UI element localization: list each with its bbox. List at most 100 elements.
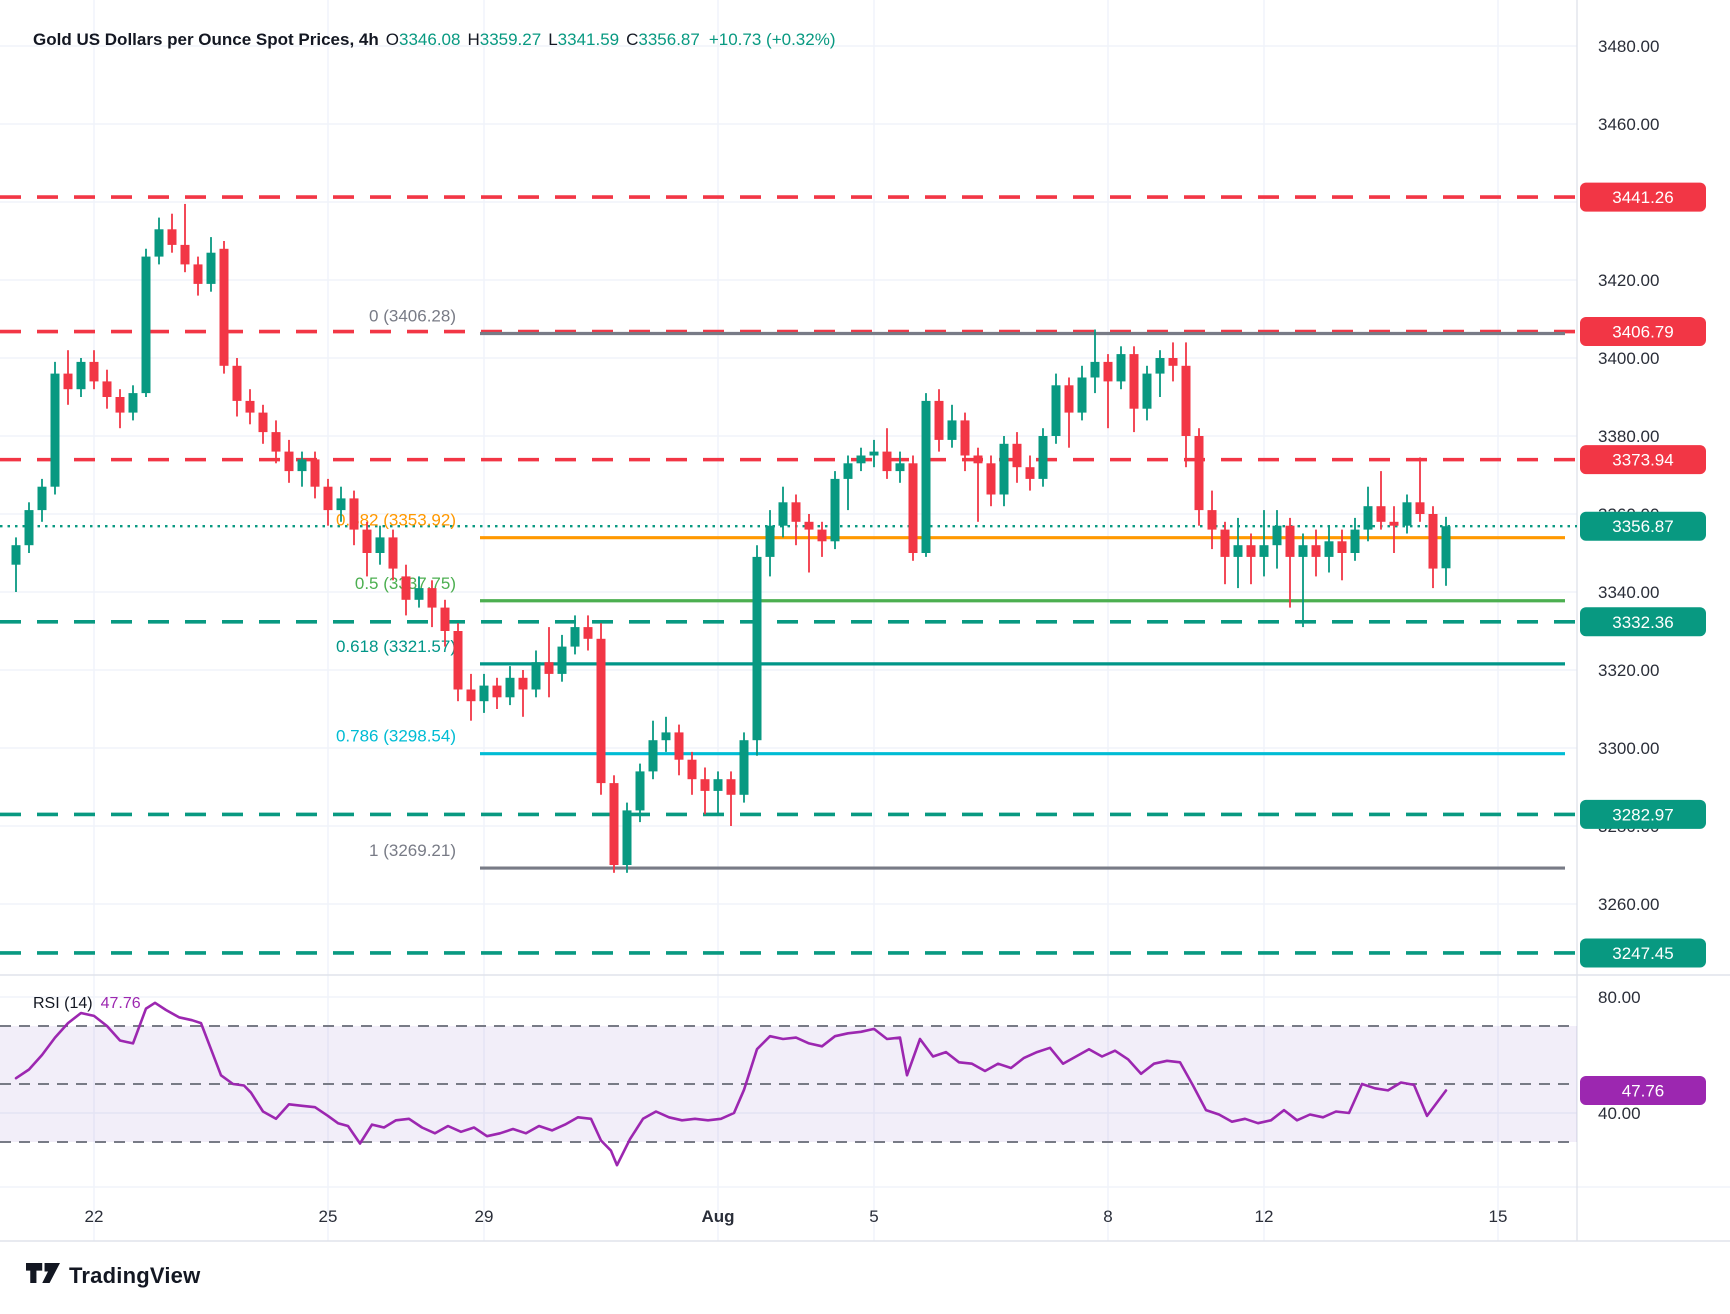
candle	[1389, 521, 1399, 526]
candle	[362, 529, 372, 553]
candle	[284, 451, 294, 472]
price-label-text: 3356.87	[1612, 517, 1673, 536]
fib-retracement[interactable]: 0 (3406.28)0.382 (3353.92)0.5 (3337.75)0…	[336, 307, 1565, 870]
price-axis-tick: 3460.00	[1598, 115, 1659, 134]
symbol-title[interactable]: Gold US Dollars per Ounce Spot Prices, 4…	[33, 30, 836, 50]
price-axis-tick: 3480.00	[1598, 37, 1659, 56]
candle	[232, 365, 242, 401]
candle	[622, 810, 632, 865]
fib-label: 1 (3269.21)	[369, 841, 456, 860]
price-label-box	[1580, 607, 1706, 637]
ohlc-low: L3341.59	[548, 30, 620, 49]
candle	[180, 244, 190, 265]
rsi-line	[14, 1001, 1448, 1167]
candle	[921, 400, 931, 553]
candle	[1311, 545, 1321, 557]
candle	[206, 252, 216, 284]
candle	[1246, 545, 1256, 557]
price-label-text: 3406.79	[1612, 323, 1673, 342]
tradingview-logo[interactable]: TradingView	[26, 1260, 200, 1291]
candle	[635, 771, 645, 811]
candle	[102, 381, 112, 397]
candle	[674, 732, 684, 760]
fib-label: 0.382 (3353.92)	[336, 511, 456, 530]
candle	[1155, 358, 1165, 374]
time-axis-label: 25	[319, 1207, 338, 1226]
time-axis-label: 15	[1489, 1207, 1508, 1226]
rsi-value: 47.76	[100, 995, 141, 1012]
price-label-box	[1580, 317, 1706, 347]
candle	[11, 545, 21, 565]
candle	[778, 502, 788, 526]
candle	[1025, 467, 1035, 479]
time-axis-label: 29	[475, 1207, 494, 1226]
candle	[1441, 526, 1451, 569]
price-axis-tick: 3300.00	[1598, 739, 1659, 758]
time-axis-label: 8	[1103, 1207, 1112, 1226]
candle	[63, 373, 73, 390]
candle	[570, 627, 580, 647]
candlestick-series	[11, 203, 1451, 873]
fib-label: 0 (3406.28)	[369, 307, 456, 326]
candle	[960, 420, 970, 456]
candle	[947, 420, 957, 440]
candle	[1402, 502, 1412, 526]
price-axis-tick: 3260.00	[1598, 895, 1659, 914]
candle	[336, 498, 346, 511]
candle	[1090, 361, 1100, 378]
candle	[687, 759, 697, 780]
candle	[908, 463, 918, 553]
candle	[882, 451, 892, 472]
candle	[830, 478, 840, 542]
rsi-axis-tick: 80.00	[1598, 988, 1641, 1007]
price-label-text: 47.76	[1622, 1081, 1665, 1100]
candle	[1142, 373, 1152, 409]
candle	[1285, 525, 1295, 557]
time-axis-label: 12	[1255, 1207, 1274, 1226]
candle	[843, 463, 853, 479]
candle	[1324, 541, 1334, 557]
rsi-indicator-title[interactable]: RSI (14) 47.76	[33, 995, 141, 1013]
candle	[791, 502, 801, 522]
candle	[76, 361, 86, 390]
price-label-box	[1580, 182, 1706, 212]
tradingview-logo-text: TradingView	[69, 1262, 201, 1288]
time-axis[interactable]: 22 25 29 Aug 5 8 12 15	[85, 1207, 1508, 1226]
axis-price-labels: 3441.26 3406.79 3373.94 3356.87 3332.36 3282.…	[1580, 182, 1706, 1105]
candle	[219, 248, 229, 366]
candle	[713, 779, 723, 791]
candle	[1051, 385, 1061, 436]
candle	[427, 588, 437, 608]
candle	[1220, 529, 1230, 557]
candle	[1194, 436, 1204, 511]
candle	[89, 361, 99, 382]
candle	[505, 677, 515, 698]
candle	[1363, 506, 1373, 530]
candle	[544, 662, 554, 674]
candle	[1233, 545, 1243, 557]
candle	[752, 556, 762, 741]
candle	[557, 646, 567, 674]
candle	[1259, 545, 1269, 557]
fib-label: 0.618 (3321.57)	[336, 637, 456, 656]
time-axis-label: 5	[869, 1207, 878, 1226]
candle	[167, 229, 177, 245]
candle	[115, 397, 125, 413]
tradingview-logo-icon	[26, 1260, 60, 1291]
candle	[401, 576, 411, 600]
candle	[648, 740, 658, 772]
price-label-box	[1580, 938, 1706, 968]
candle	[349, 498, 359, 530]
price-label-text: 3282.97	[1612, 805, 1673, 824]
price-label-text: 3247.45	[1612, 944, 1673, 963]
candle	[817, 529, 827, 542]
candle	[388, 537, 398, 569]
candle	[518, 677, 528, 690]
candle	[479, 685, 489, 702]
candle	[154, 229, 164, 257]
level-lines	[0, 195, 1577, 955]
candle	[856, 455, 866, 464]
candle	[466, 689, 476, 702]
